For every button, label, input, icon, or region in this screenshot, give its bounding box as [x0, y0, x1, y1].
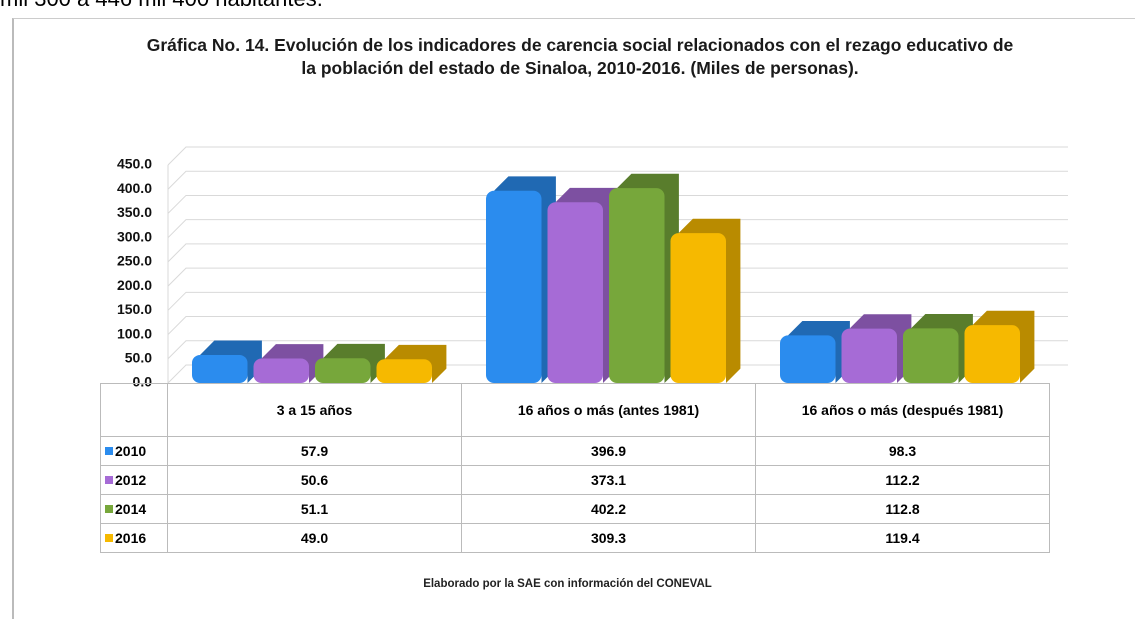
- legend-swatch: [105, 534, 113, 542]
- x-tick-label: 16 años o más (después 1981): [756, 384, 1050, 436]
- grid-line: [167, 170, 1068, 190]
- legend-label: 2014: [115, 501, 147, 517]
- grid-line: [167, 316, 1068, 335]
- bar: [486, 190, 542, 383]
- data-label: 57.9: [168, 437, 462, 465]
- data-label: 119.4: [756, 524, 1050, 552]
- data-label: 402.2: [462, 495, 756, 523]
- legend-swatch: [105, 505, 113, 513]
- chart: 0.0 50.0 100.0 150.0 200.0 250.0 300.0 350.0 400…: [117, 146, 1068, 390]
- data-label: 51.1: [168, 495, 462, 523]
- y-tick-label: 150.0: [117, 301, 152, 317]
- grid-line: [167, 340, 1068, 360]
- grid-line: [167, 364, 1068, 384]
- chart-title: Gráfica No. 14. Evolución de los indicad…: [146, 35, 1014, 78]
- bar: [780, 335, 836, 383]
- legend-entry: 2016: [100, 524, 168, 552]
- bar: [903, 328, 959, 383]
- y-tick-label: 100.0: [117, 325, 152, 341]
- table-row: 2016 49.0 309.3 119.4: [100, 524, 1050, 553]
- source-note: Elaborado por la SAE con información del…: [423, 578, 712, 590]
- y-tick-label: 50.0: [125, 349, 152, 365]
- bar: [376, 359, 432, 383]
- grid-line: [167, 243, 1068, 263]
- x-tick-label: 16 años o más (antes 1981): [462, 384, 756, 436]
- y-tick-label: 450.0: [117, 156, 152, 172]
- legend-entry: 2012: [100, 466, 168, 494]
- y-tick-label: 400.0: [117, 180, 152, 196]
- x-tick-label: 3 a 15 años: [168, 384, 462, 436]
- y-tick-label: 200.0: [117, 277, 152, 293]
- bar: [841, 328, 897, 383]
- data-label: 98.3: [756, 437, 1050, 465]
- y-tick-label: 300.0: [117, 228, 152, 244]
- bar: [670, 233, 726, 383]
- legend-label: 2010: [115, 443, 147, 459]
- bar-depth: [678, 218, 741, 383]
- data-label: 373.1: [462, 466, 756, 494]
- bar: [253, 358, 309, 383]
- data-label: 112.2: [756, 466, 1050, 494]
- grid-line: [167, 146, 1068, 166]
- table-row: 2012 50.6 373.1 112.2: [100, 466, 1050, 495]
- data-table: 3 a 15 años 16 años o más (antes 1981) 16 …: [100, 383, 1050, 553]
- bar-depth: [200, 340, 262, 383]
- legend-entry: 2014: [100, 495, 168, 523]
- table-row: 2014 51.1 402.2 112.8: [100, 495, 1050, 524]
- legend-swatch: [105, 476, 113, 484]
- grid-line: [167, 267, 1068, 287]
- table-header-row: 3 a 15 años 16 años o más (antes 1981) 16 …: [100, 383, 1050, 437]
- bar-depth: [849, 314, 912, 383]
- data-label: 309.3: [462, 524, 756, 552]
- data-label: 112.8: [756, 495, 1050, 523]
- y-tick-label: 250.0: [117, 253, 152, 269]
- bar: [964, 325, 1020, 383]
- bar: [192, 354, 248, 383]
- chart-frame: [12, 18, 1135, 619]
- legend-swatch: [105, 447, 113, 455]
- grid-line: [167, 291, 1068, 311]
- bar: [609, 188, 665, 383]
- data-label: 396.9: [462, 437, 756, 465]
- table-corner: [100, 384, 168, 436]
- legend-entry: 2010: [100, 437, 168, 465]
- y-tick-label: 0.0: [133, 374, 153, 390]
- data-label: 50.6: [168, 466, 462, 494]
- bar: [315, 358, 371, 383]
- grid-line: [167, 194, 1068, 214]
- y-tick-label: 350.0: [117, 204, 152, 220]
- table-row: 2010 57.9 396.9 98.3: [100, 437, 1050, 466]
- legend-label: 2016: [115, 530, 147, 546]
- grid-line: [167, 219, 1068, 239]
- page-header: mil 300 a 446 mil 400 habitantes.: [0, 0, 323, 12]
- bar: [547, 202, 603, 383]
- bar-depth: [911, 313, 973, 383]
- legend-label: 2012: [115, 472, 147, 488]
- bar-depth: [972, 310, 1035, 383]
- data-label: 49.0: [168, 524, 462, 552]
